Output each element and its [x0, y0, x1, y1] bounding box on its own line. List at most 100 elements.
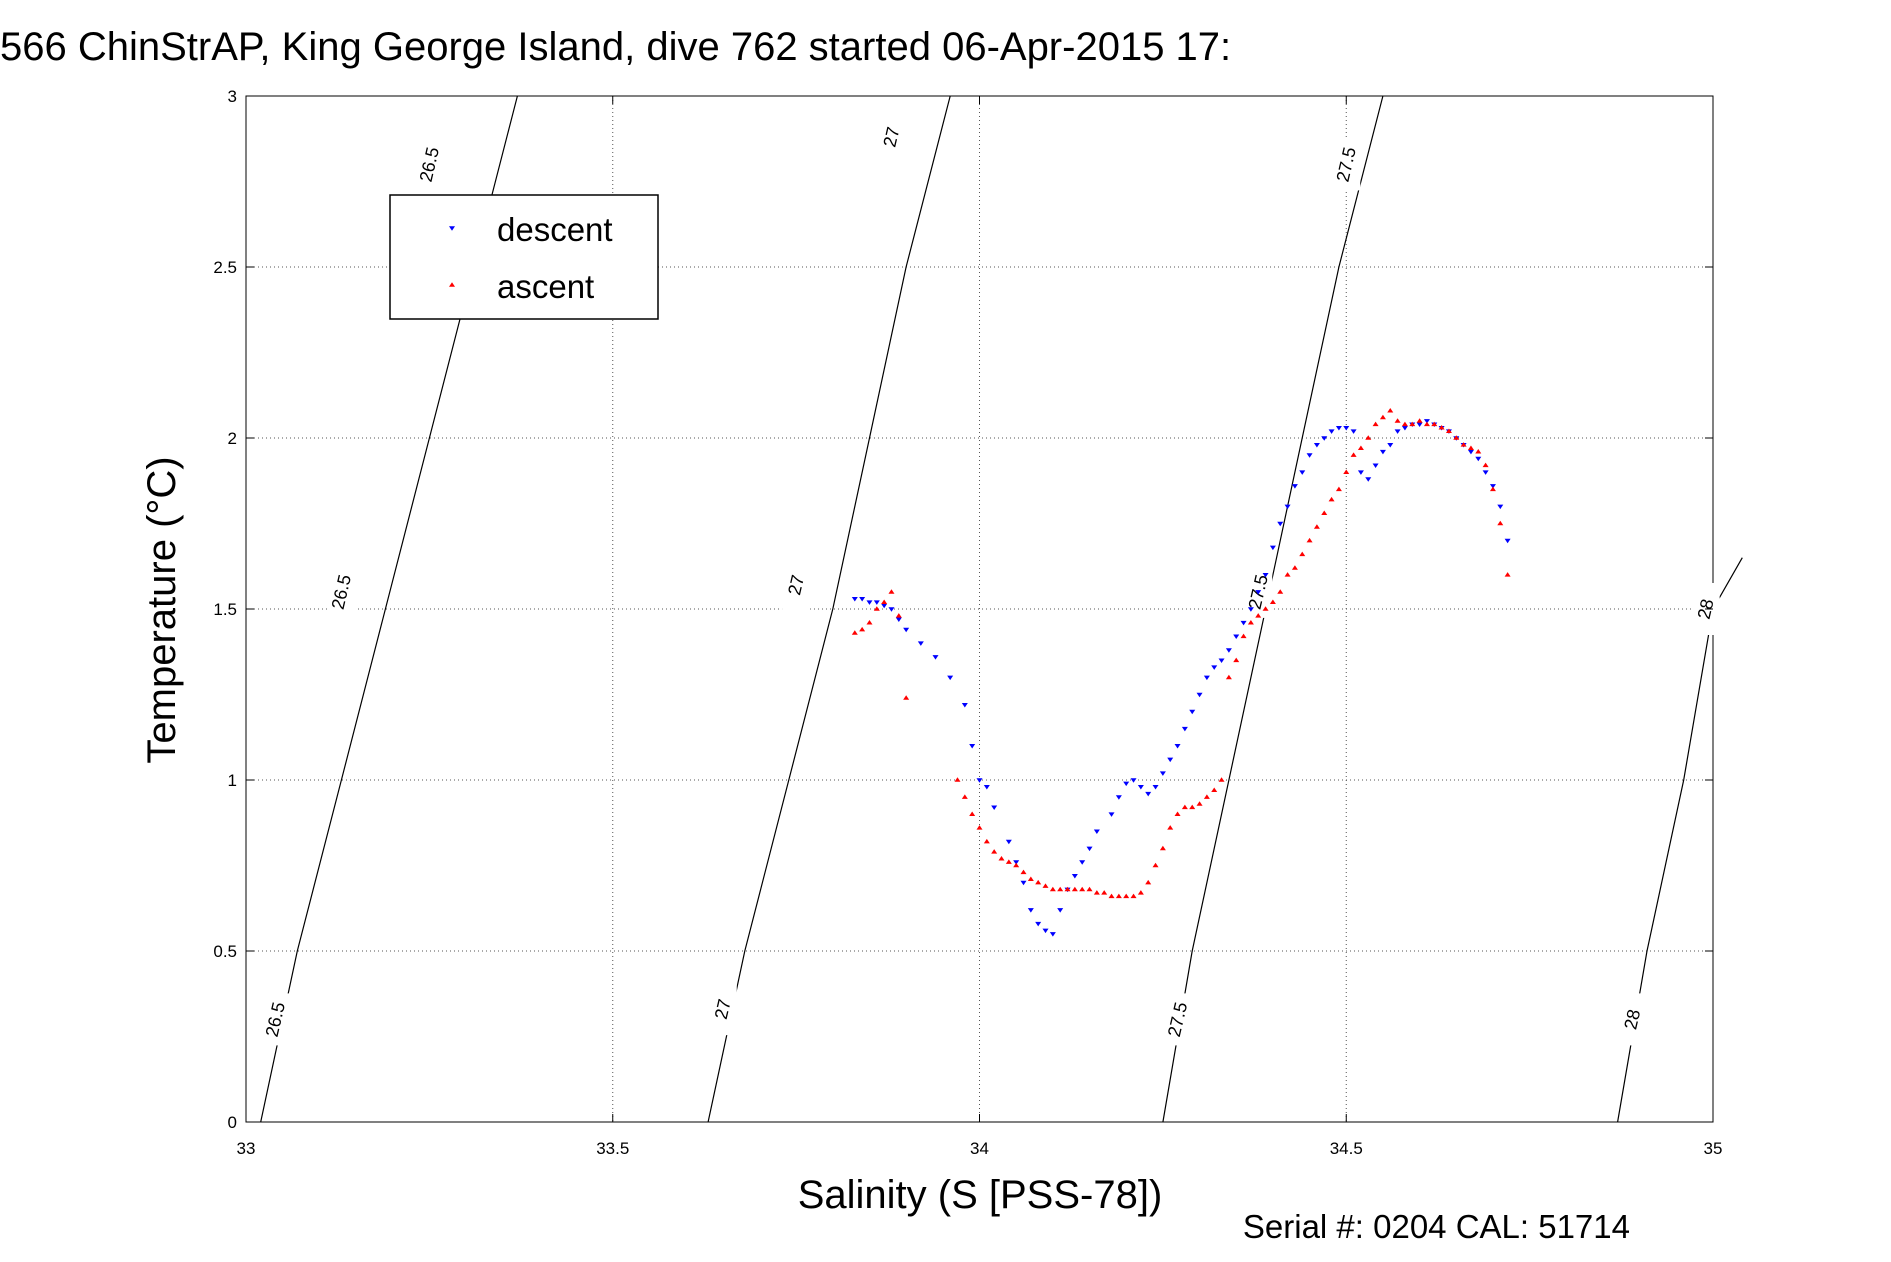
descent-point	[866, 600, 873, 605]
descent-point	[1343, 425, 1350, 431]
descent-point	[1357, 470, 1364, 475]
y-tick-label: 1.5	[213, 600, 237, 619]
legend-label-ascent: ascent	[497, 268, 594, 305]
descent-point	[1174, 744, 1181, 749]
y-tick-label: 0	[228, 1113, 237, 1132]
ascent-point	[1277, 589, 1284, 594]
x-tick-label: 33	[237, 1139, 256, 1158]
descent-point	[851, 596, 858, 602]
ascent-point	[1196, 801, 1203, 806]
ascent-point	[1042, 883, 1049, 888]
chart-title: 566 ChinStrAP, King George Island, dive …	[0, 25, 1231, 69]
ascent-point	[1093, 890, 1100, 895]
ascent-point	[1379, 414, 1386, 420]
descent-point	[873, 600, 880, 605]
ascent-point	[1453, 435, 1460, 440]
ascent-point	[1306, 537, 1313, 543]
ascent-point	[1123, 893, 1130, 899]
descent-point	[895, 617, 902, 622]
ascent-point	[1460, 442, 1467, 447]
ascent-point	[969, 811, 976, 816]
descent-point	[1137, 785, 1144, 790]
descent-point	[1394, 429, 1401, 434]
ascent-point	[1233, 657, 1240, 663]
ascent-point	[954, 777, 961, 782]
ascent-point	[1467, 445, 1474, 451]
ascent-point	[1504, 572, 1511, 577]
descent-point	[1079, 860, 1086, 865]
contour-label-bg	[1332, 138, 1361, 191]
ascent-point	[1365, 435, 1372, 440]
ascent-point	[1255, 613, 1262, 618]
descent-point	[1372, 463, 1379, 469]
y-axis-ticks: 0 0.5 1 1.5 2 2.5 3	[213, 87, 1713, 1132]
legend-marker-descent	[449, 226, 455, 231]
ascent-point	[1101, 890, 1108, 895]
ascent-point	[983, 838, 990, 844]
descent-point	[1313, 443, 1320, 448]
ascent-point	[888, 589, 895, 594]
contour-label-bg	[877, 111, 906, 164]
ascent-point	[1240, 633, 1247, 639]
ascent-point	[1423, 421, 1430, 427]
ascent-point	[1079, 886, 1086, 892]
ascent-series	[851, 407, 1511, 899]
ascent-point	[1284, 572, 1291, 577]
ascent-point	[1269, 599, 1276, 604]
ascent-point	[1416, 418, 1423, 423]
descent-point	[1152, 785, 1159, 790]
ascent-point	[1174, 811, 1181, 816]
descent-point	[1504, 538, 1511, 544]
ascent-point	[1328, 496, 1335, 502]
x-tick-label: 34.5	[1330, 1139, 1363, 1158]
ascent-point	[1262, 606, 1269, 611]
ascent-point	[991, 849, 998, 854]
ascent-point	[1343, 469, 1350, 474]
descent-point	[1196, 692, 1203, 698]
descent-point	[1401, 425, 1408, 431]
descent-point	[1335, 425, 1342, 431]
ascent-point	[1445, 428, 1452, 433]
descent-point	[991, 805, 998, 811]
contour-label-bg	[782, 559, 811, 612]
descent-point	[1306, 453, 1313, 458]
descent-point	[1321, 436, 1328, 441]
ascent-point	[873, 606, 880, 611]
descent-point	[961, 702, 968, 708]
descent-point	[1115, 795, 1122, 800]
descent-point	[1167, 757, 1174, 763]
ascent-point	[1372, 421, 1379, 427]
contour-label-bg	[327, 565, 356, 618]
descent-point	[1328, 429, 1335, 434]
descent-point	[1416, 422, 1423, 428]
ascent-point	[1020, 869, 1027, 875]
descent-point	[1123, 781, 1130, 787]
descent-point	[1291, 484, 1298, 489]
ascent-point	[1159, 845, 1166, 851]
ascent-point	[1482, 462, 1489, 468]
ascent-point	[851, 630, 858, 635]
ascent-point	[1013, 862, 1020, 868]
descent-point	[1049, 932, 1056, 937]
y-tick-label: 2	[228, 429, 237, 448]
legend: descent ascent	[389, 194, 659, 320]
descent-point	[1247, 607, 1254, 612]
descent-point	[1020, 880, 1027, 886]
x-tick-label: 33.5	[596, 1139, 629, 1158]
ascent-point	[1049, 886, 1056, 892]
descent-point	[1159, 771, 1166, 776]
descent-point	[1181, 726, 1188, 732]
x-axis-label: Salinity (S [PSS-78])	[798, 1173, 1163, 1217]
descent-point	[1255, 590, 1262, 595]
ascent-point	[1130, 893, 1137, 899]
ascent-point	[1431, 421, 1438, 427]
descent-point	[976, 778, 983, 783]
ascent-point	[866, 619, 873, 625]
descent-point	[1489, 484, 1496, 489]
descent-point	[1027, 908, 1034, 913]
ascent-point	[1189, 804, 1196, 810]
descent-point	[1211, 665, 1218, 670]
descent-point	[1350, 429, 1357, 434]
x-axis-ticks: 33 33.5 34 34.5 35	[237, 96, 1722, 1158]
ascent-point	[1027, 876, 1034, 881]
